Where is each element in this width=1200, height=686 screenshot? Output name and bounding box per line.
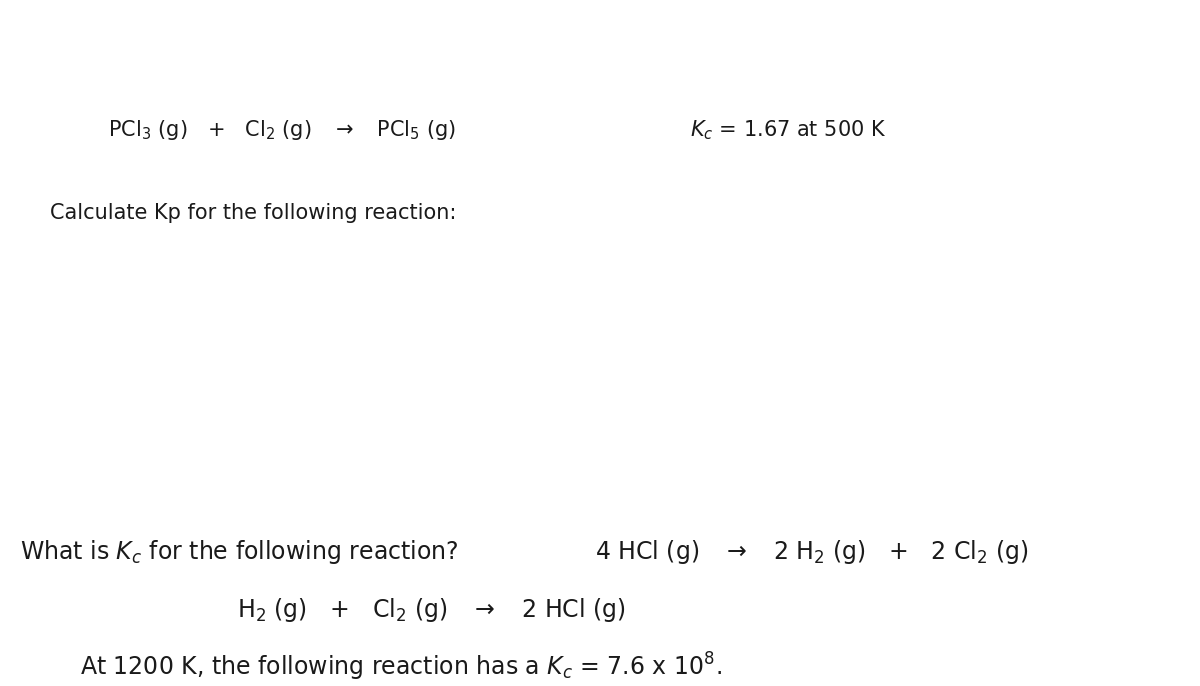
Text: What is $K_c$ for the following reaction?: What is $K_c$ for the following reaction… — [20, 538, 458, 566]
Text: Calculate Kp for the following reaction:: Calculate Kp for the following reaction: — [50, 203, 456, 223]
Text: PCl$_3$ (g)   +   Cl$_2$ (g)   $\rightarrow$   PCl$_5$ (g): PCl$_3$ (g) + Cl$_2$ (g) $\rightarrow$ P… — [108, 118, 456, 142]
Text: At 1200 K, the following reaction has a $K_c$ = 7.6 x 10$^8$.: At 1200 K, the following reaction has a … — [80, 651, 722, 683]
Text: $K_c$ = 1.67 at 500 K: $K_c$ = 1.67 at 500 K — [690, 118, 887, 141]
Text: H$_2$ (g)   +   Cl$_2$ (g)   $\rightarrow$   2 HCl (g): H$_2$ (g) + Cl$_2$ (g) $\rightarrow$ 2 H… — [238, 596, 625, 624]
Text: 4 HCl (g)   $\rightarrow$   2 H$_2$ (g)   +   2 Cl$_2$ (g): 4 HCl (g) $\rightarrow$ 2 H$_2$ (g) + 2 … — [595, 538, 1028, 566]
